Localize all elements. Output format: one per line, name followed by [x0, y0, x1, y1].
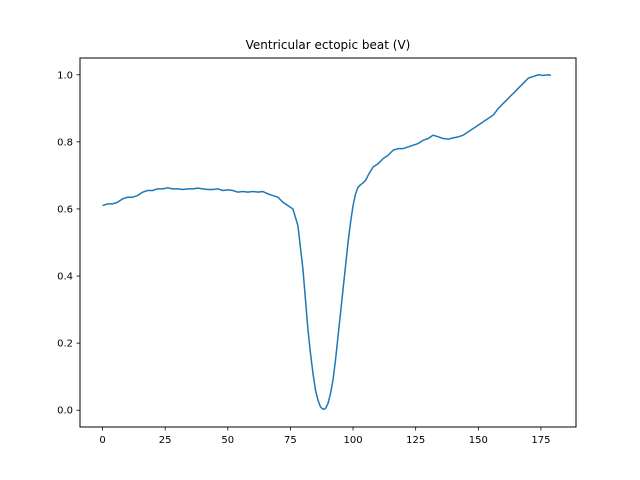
y-tick-label: 0.8 [57, 137, 73, 148]
y-tick-label: 0.6 [57, 204, 73, 215]
x-tick-label: 25 [159, 435, 172, 446]
chart-title: Ventricular ectopic beat (V) [246, 38, 411, 52]
y-tick-label: 0.2 [57, 339, 73, 350]
y-tick-label: 0.0 [57, 406, 73, 417]
x-tick-label: 50 [221, 435, 234, 446]
y-tick-label: 0.4 [57, 272, 73, 283]
y-axis-ticks: 0.0 0.2 0.4 0.6 0.8 1.0 [57, 70, 80, 417]
x-tick-label: 175 [531, 435, 550, 446]
plot-line-group [102, 74, 552, 410]
x-tick-label: 150 [469, 435, 488, 446]
x-tick-label: 0 [99, 435, 105, 446]
x-tick-label: 75 [284, 435, 297, 446]
x-tick-label: 100 [344, 435, 363, 446]
series-line [102, 74, 552, 410]
y-tick-label: 1.0 [57, 70, 73, 81]
x-axis-ticks: 0 25 50 75 100 125 150 175 [99, 427, 550, 446]
axes-frame [79, 57, 577, 428]
x-tick-label: 125 [406, 435, 425, 446]
